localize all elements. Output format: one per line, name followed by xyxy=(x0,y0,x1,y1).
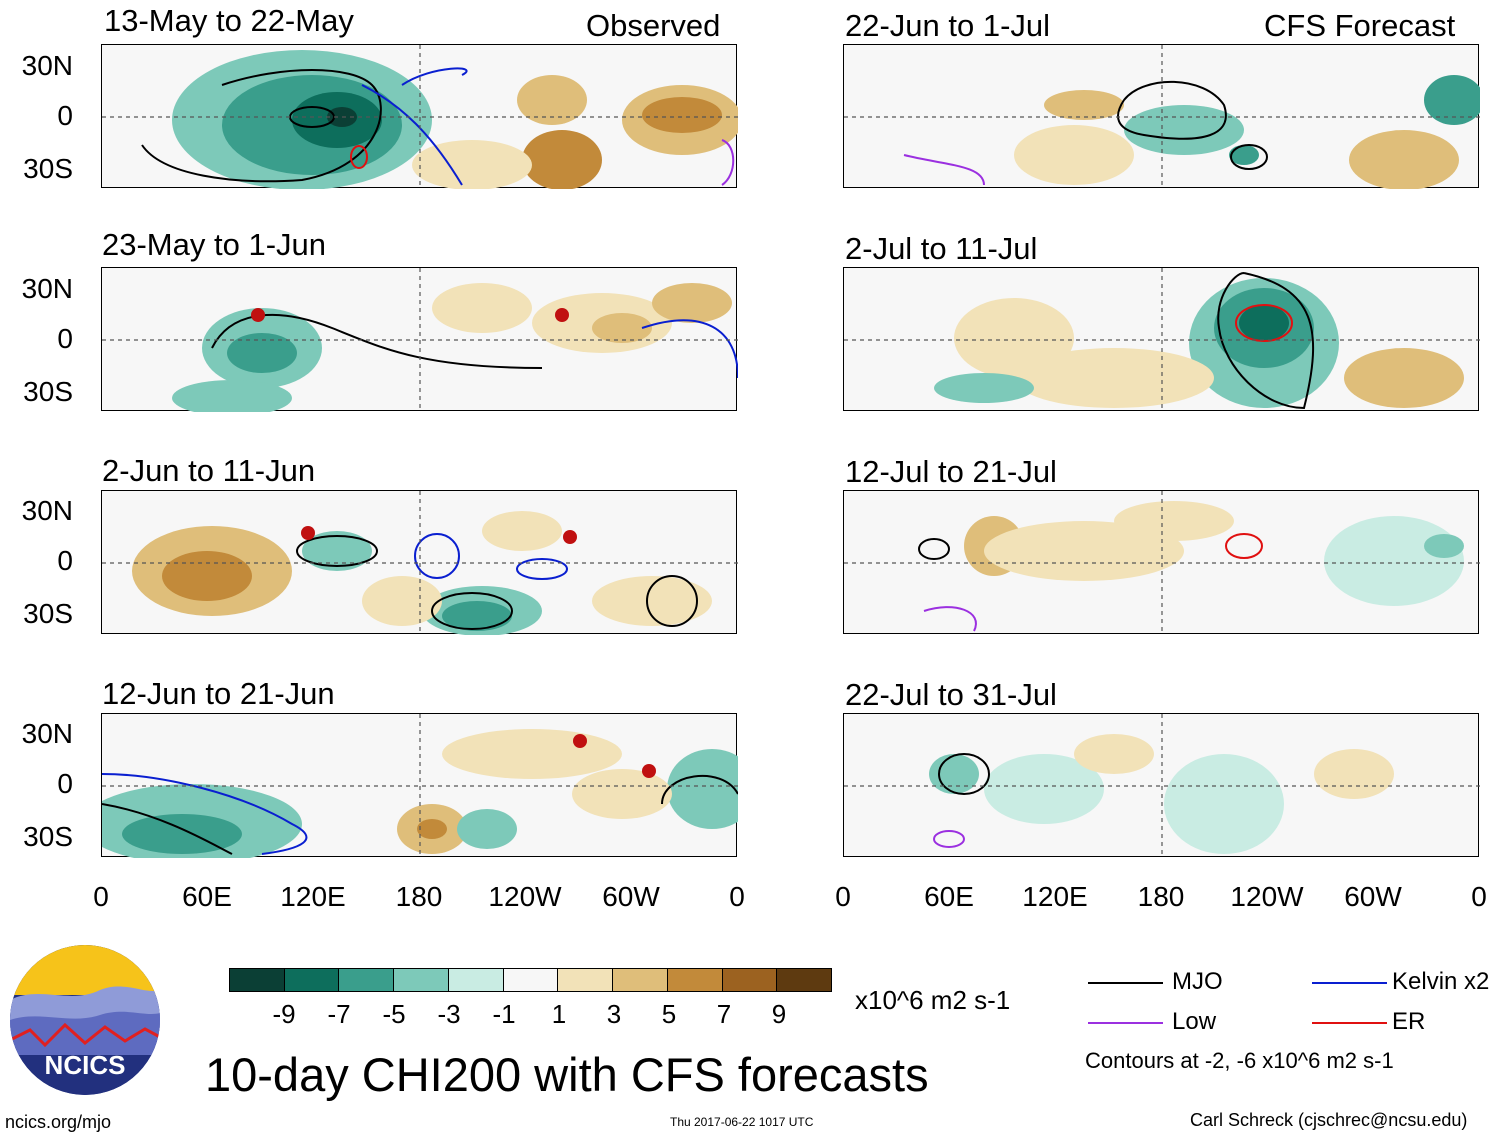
map-forecast-3 xyxy=(843,490,1480,635)
legend-low-line xyxy=(1088,1022,1163,1024)
colorbar-bin xyxy=(230,969,285,991)
colorbar-bin xyxy=(777,969,832,991)
panel-title-r1: 22-Jun to 1-Jul xyxy=(845,8,1051,43)
colorbar-tick: 7 xyxy=(716,999,732,1029)
colorbar-bin xyxy=(394,969,449,991)
panel-title-r4: 22-Jul to 31-Jul xyxy=(845,677,1057,712)
legend-er-line xyxy=(1312,1022,1387,1024)
lat-label-eq: 0 xyxy=(57,323,73,354)
lon-label-60e: 60E xyxy=(924,881,974,912)
lat-label-30s: 30S xyxy=(23,376,73,407)
map-observed-4 xyxy=(101,713,738,858)
observed-header: Observed xyxy=(586,8,721,43)
colorbar-tick: -5 xyxy=(382,999,406,1029)
colorbar-bin xyxy=(448,969,504,991)
lat-label-eq: 0 xyxy=(57,545,73,576)
lat-label-eq: 0 xyxy=(57,100,73,131)
map-forecast-1 xyxy=(843,44,1480,189)
footer-timestamp: Thu 2017-06-22 1017 UTC xyxy=(670,1115,814,1129)
lat-label-30n: 30N xyxy=(21,718,73,749)
colorbar-tick: 9 xyxy=(771,999,787,1029)
lon-label-120e: 120E xyxy=(280,881,346,912)
lat-label-30n: 30N xyxy=(21,50,73,81)
footer-credit: Carl Schreck (cjschrec@ncsu.edu) xyxy=(1190,1110,1468,1130)
lat-label-30s: 30S xyxy=(23,153,73,184)
map-observed-2 xyxy=(101,267,738,412)
panel-title-r3: 12-Jul to 21-Jul xyxy=(845,454,1057,489)
colorbar-tick: -1 xyxy=(492,999,516,1029)
colorbar-tick: -9 xyxy=(272,999,296,1029)
lon-label-60e: 60E xyxy=(182,881,232,912)
colorbar-tick: 5 xyxy=(661,999,677,1029)
ncics-logo: NCICS xyxy=(10,945,160,1095)
panel-title-l3: 2-Jun to 11-Jun xyxy=(102,453,316,488)
legend-kelvin-line xyxy=(1312,982,1387,984)
panel-title-l1: 13-May to 22-May xyxy=(104,3,354,38)
map-field xyxy=(102,268,738,412)
map-forecast-4 xyxy=(843,713,1480,858)
lon-label-120e: 120E xyxy=(1022,881,1088,912)
map-field xyxy=(844,491,1480,635)
panel-title-l4: 12-Jun to 21-Jun xyxy=(102,676,335,711)
legend-kelvin-label: Kelvin x2 xyxy=(1392,968,1490,995)
colorbar-bin xyxy=(722,969,778,991)
lon-label-0-end: 0 xyxy=(729,881,745,912)
cfs-forecast-header: CFS Forecast xyxy=(1264,8,1456,43)
legend-mjo-label: MJO xyxy=(1172,968,1223,995)
lat-label-eq: 0 xyxy=(57,768,73,799)
lon-label-60w: 60W xyxy=(1344,881,1402,912)
colorbar-bin xyxy=(284,969,340,991)
map-forecast-2 xyxy=(843,267,1480,412)
colorbar-tick: -7 xyxy=(327,999,351,1029)
panel-title-l2: 23-May to 1-Jun xyxy=(102,227,326,262)
lon-label-0-end: 0 xyxy=(1471,881,1487,912)
legend-low-label: Low xyxy=(1172,1008,1217,1035)
lat-label-30n: 30N xyxy=(21,273,73,304)
lon-label-120w: 120W xyxy=(488,881,562,912)
lon-label-0: 0 xyxy=(835,881,851,912)
colorbar-bin xyxy=(613,969,668,991)
logo-graphic xyxy=(10,945,160,1095)
colorbar-bin xyxy=(503,969,559,991)
colorbar-tick: 3 xyxy=(606,999,622,1029)
lon-label-0: 0 xyxy=(93,881,109,912)
colorbar-bin xyxy=(339,969,395,991)
lat-label-30n: 30N xyxy=(21,495,73,526)
panel-title-r2: 2-Jul to 11-Jul xyxy=(845,231,1038,266)
map-field xyxy=(844,268,1480,412)
colorbar-bin xyxy=(558,969,614,991)
lon-label-180: 180 xyxy=(1137,881,1185,912)
lat-label-30s: 30S xyxy=(23,821,73,852)
map-field xyxy=(102,714,738,858)
colorbar-tick: 1 xyxy=(551,999,567,1029)
map-observed-1 xyxy=(101,44,738,189)
colorbar-units: x10^6 m2 s-1 xyxy=(855,985,1011,1015)
lon-label-120w: 120W xyxy=(1230,881,1304,912)
main-title: 10-day CHI200 with CFS forecasts xyxy=(205,1048,929,1101)
colorbar-tick: -3 xyxy=(437,999,461,1029)
map-field xyxy=(844,714,1480,858)
lon-label-60w: 60W xyxy=(602,881,660,912)
contours-note: Contours at -2, -6 x10^6 m2 s-1 xyxy=(1085,1048,1394,1073)
legend-mjo-line xyxy=(1088,982,1163,984)
colorbar xyxy=(229,968,832,992)
lat-label-30s: 30S xyxy=(23,598,73,629)
footer-url[interactable]: ncics.org/mjo xyxy=(5,1112,112,1132)
map-field xyxy=(844,45,1480,189)
map-field xyxy=(102,491,738,635)
lon-label-180: 180 xyxy=(395,881,443,912)
legend-er-label: ER xyxy=(1392,1008,1426,1035)
colorbar-bin xyxy=(667,969,723,991)
map-field xyxy=(102,45,738,189)
map-observed-3 xyxy=(101,490,738,635)
logo-text: NCICS xyxy=(44,1050,126,1080)
